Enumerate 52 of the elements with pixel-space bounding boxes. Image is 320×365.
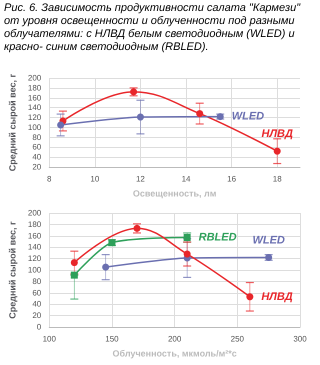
y-tick-label: 0: [36, 322, 42, 332]
y-tick-label: 100: [28, 266, 42, 274]
point: [57, 121, 64, 128]
point: [196, 110, 204, 118]
y-tick-label: 180: [28, 220, 42, 229]
y-tick-label: 60: [32, 288, 42, 298]
y-tick-label: 120: [28, 254, 42, 264]
point: [70, 259, 78, 266]
x-tick-label: 150: [105, 334, 120, 344]
point: [246, 293, 254, 300]
x-tick-label: 200: [168, 334, 182, 344]
x-tick-label: 250: [230, 334, 245, 344]
y-tick-label: 140: [28, 103, 42, 112]
y-tick-label: 80: [32, 132, 42, 142]
y-tick-label: 200: [28, 208, 42, 218]
series-label: WLED: [232, 110, 264, 123]
y-tick-label: 120: [28, 113, 42, 122]
y-tick-label: 180: [28, 83, 42, 92]
x-tick-label: 12: [136, 174, 146, 184]
point: [184, 234, 191, 242]
y-tick-label: 40: [32, 152, 42, 162]
x-tick-label: 8: [47, 174, 52, 184]
y-tick-label: 160: [28, 231, 42, 240]
x-axis-title: Облученность, мкмоль/м²*с: [112, 348, 237, 358]
point: [136, 114, 144, 121]
y-tick-label: 60: [32, 142, 42, 152]
point: [70, 272, 78, 279]
point: [274, 148, 281, 155]
series-label: WLED: [252, 234, 285, 246]
x-axis-title: Освещенность, лм: [132, 188, 217, 198]
series-label: RBLED: [198, 232, 237, 244]
y-tick-label: 100: [28, 122, 42, 132]
y-tick-label: 200: [28, 74, 42, 82]
y-tick-label: 40: [32, 300, 42, 309]
x-tick-label: 100: [42, 334, 56, 344]
point: [102, 264, 110, 271]
y-axis-title: Средний сырой вес, г: [8, 221, 18, 319]
series-label: НЛВД: [261, 290, 293, 303]
y-tick-label: 140: [28, 242, 42, 252]
series-label: НЛВД: [262, 128, 293, 140]
y-tick-label: 20: [32, 162, 42, 172]
x-tick-label: 10: [90, 174, 100, 184]
x-tick-label: 16: [227, 174, 237, 184]
point: [184, 250, 191, 258]
x-tick-label: 300: [293, 334, 308, 344]
chart-title: Рис. 6. Зависимость продуктивности салата "Кармези" от уровня освещенности и облученности под разными облучателями: с НЛВД белым светодиодным (WLED) и красно- синим светодиодным (RBLED).: [3, 1, 302, 55]
x-tick-label: 14: [182, 174, 192, 184]
y-tick-label: 160: [28, 93, 42, 102]
y-axis-title: Средний сырой вес, г: [8, 74, 18, 172]
x-tick-label: 18: [272, 174, 282, 184]
y-tick-label: 20: [32, 311, 42, 320]
y-tick-label: 80: [32, 276, 42, 286]
